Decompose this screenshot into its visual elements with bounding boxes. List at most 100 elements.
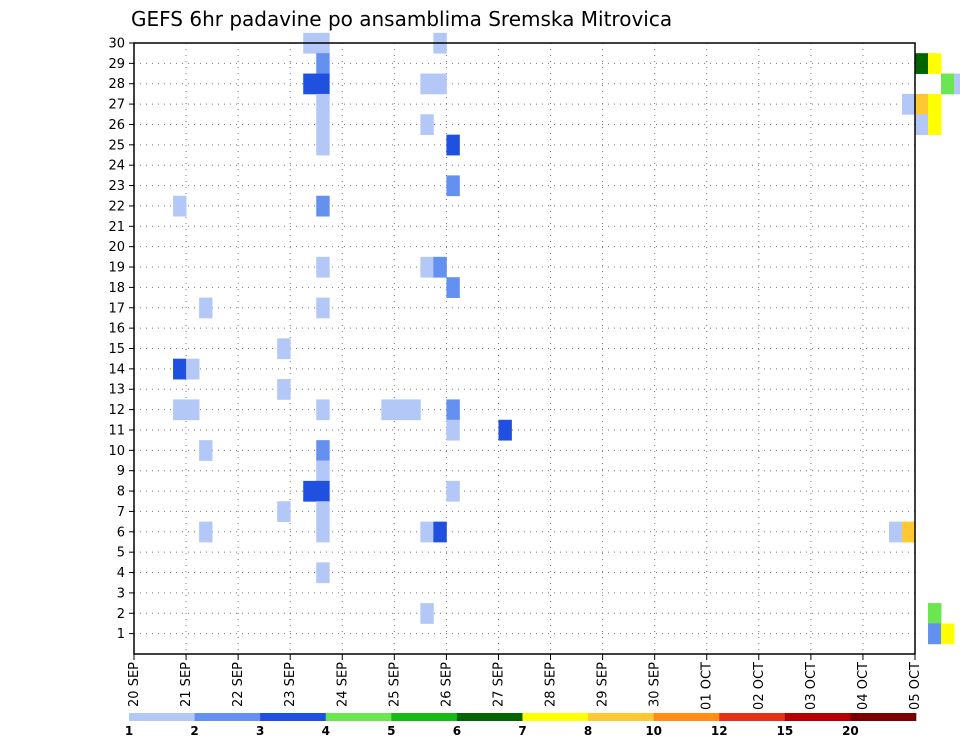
colorbar-swatch (325, 713, 392, 721)
y-tick-label: 13 (108, 383, 125, 398)
precip-cell (928, 623, 942, 645)
colorbar-tick-label: 5 (387, 724, 395, 738)
precip-cell (394, 399, 408, 421)
precip-cell (901, 93, 916, 115)
precip-cell (303, 480, 317, 502)
precip-cell (433, 73, 447, 95)
y-tick-label: 29 (108, 57, 125, 72)
precip-cell (888, 521, 903, 543)
precip-cell (420, 256, 434, 278)
y-tick-label: 21 (108, 220, 125, 235)
precip-cell (901, 521, 916, 543)
precip-cell (316, 195, 330, 217)
precip-cell (303, 73, 317, 95)
colorbar-swatch (194, 713, 261, 721)
x-tick-label: 25 SEP (387, 662, 402, 707)
y-tick-label: 26 (108, 118, 125, 133)
precip-cell (941, 623, 955, 645)
x-tick-label: 05 OCT (908, 662, 923, 710)
y-tick-label: 14 (108, 362, 125, 377)
precip-cell (316, 114, 330, 136)
y-tick-label: 30 (108, 37, 125, 52)
precip-cell (173, 399, 187, 421)
precip-cell (498, 419, 512, 441)
precip-cell (316, 93, 330, 115)
x-tick-label: 28 SEP (544, 662, 559, 707)
colorbar-tick-label: 1 (125, 724, 133, 738)
precip-cell (316, 53, 330, 74)
precip-cell (316, 297, 330, 319)
x-tick-label: 04 OCT (856, 662, 871, 710)
precip-cell (954, 73, 960, 95)
y-axis-member-ticks: 1234567891011121314151617181920212223242… (108, 37, 134, 642)
precip-cell (316, 440, 330, 461)
x-tick-label: 02 OCT (752, 662, 767, 710)
y-tick-label: 15 (108, 342, 125, 357)
precip-cell (186, 399, 200, 421)
colorbar-legend: 1 2 3 4 5 6 7 8 10 12 15 20 (125, 713, 917, 738)
y-tick-label: 9 (117, 464, 125, 479)
dotted-gridlines (134, 43, 915, 654)
precip-cell (199, 297, 213, 319)
precip-cell (446, 134, 460, 156)
colorbar-swatch (129, 713, 195, 721)
precip-cell (316, 73, 330, 95)
precip-cell (915, 53, 929, 74)
precip-cell (420, 114, 434, 136)
precip-cell (316, 521, 330, 543)
precip-cell (316, 399, 330, 421)
colorbar-tick-label: 8 (584, 724, 592, 738)
colorbar-swatch (260, 713, 327, 721)
precip-cell (446, 480, 460, 502)
y-tick-label: 1 (117, 627, 125, 642)
y-tick-label: 10 (108, 444, 125, 459)
x-tick-label: 26 SEP (439, 662, 454, 707)
y-tick-label: 11 (108, 423, 125, 438)
precip-cell (316, 460, 330, 482)
y-tick-label: 20 (108, 240, 125, 255)
x-tick-label: 27 SEP (491, 662, 506, 707)
precip-cell (381, 399, 395, 421)
precip-cell (928, 53, 942, 74)
colorbar-tick-label: 12 (711, 724, 728, 738)
precip-cell (433, 256, 447, 278)
colorbar-tick-label: 10 (645, 724, 662, 738)
precip-cell (433, 521, 447, 543)
precip-cell (199, 521, 213, 543)
y-tick-label: 28 (108, 77, 125, 92)
y-tick-label: 25 (108, 138, 125, 153)
colorbar-swatch (719, 713, 786, 721)
y-tick-label: 22 (108, 199, 125, 214)
precip-cell (941, 73, 955, 95)
y-tick-label: 2 (117, 607, 125, 622)
precip-cell (173, 195, 187, 217)
precip-cell (186, 358, 200, 380)
precip-cell (277, 501, 291, 523)
y-tick-label: 3 (117, 586, 125, 601)
colorbar-swatch (850, 713, 917, 721)
colorbar-tick-label: 4 (322, 724, 330, 738)
precip-cell (316, 480, 330, 502)
y-tick-label: 6 (117, 525, 125, 540)
precip-cell (316, 134, 330, 156)
precip-cell (316, 501, 330, 523)
precip-cell (407, 399, 421, 421)
x-axis-date-ticks: 20 SEP 21 SEP 22 SEP 23 SEP 24 SEP 25 SEP 26 S… (127, 654, 923, 710)
colorbar-tick-label: 20 (842, 724, 859, 738)
precip-cell (420, 603, 434, 624)
y-tick-label: 17 (108, 301, 125, 316)
colorbar-swatch (391, 713, 458, 721)
precip-cell (446, 399, 460, 421)
colorbar-tick-label: 3 (256, 724, 264, 738)
y-tick-label: 27 (108, 98, 125, 113)
y-tick-label: 5 (117, 546, 125, 561)
y-tick-label: 18 (108, 281, 125, 296)
x-tick-label: 01 OCT (700, 662, 715, 710)
y-tick-label: 23 (108, 179, 125, 194)
y-tick-label: 16 (108, 322, 125, 337)
colorbar-swatch (588, 713, 654, 721)
y-tick-label: 8 (117, 485, 125, 500)
chart-title: GEFS 6hr padavine po ansamblima Sremska … (131, 7, 672, 31)
colorbar-tick-label: 6 (453, 724, 461, 738)
